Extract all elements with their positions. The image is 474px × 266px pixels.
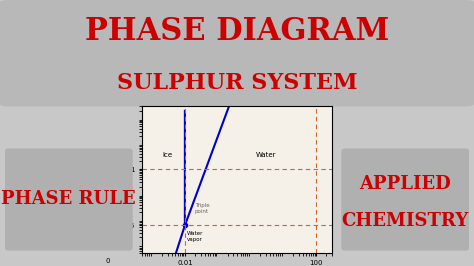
- Text: SULPHUR SYSTEM: SULPHUR SYSTEM: [117, 72, 357, 94]
- Text: 0: 0: [106, 259, 110, 264]
- FancyBboxPatch shape: [341, 148, 469, 251]
- Text: Water: Water: [256, 152, 276, 158]
- Text: PHASE RULE: PHASE RULE: [1, 190, 136, 209]
- FancyBboxPatch shape: [0, 0, 474, 106]
- Text: CHEMISTRY: CHEMISTRY: [342, 212, 469, 230]
- Text: APPLIED: APPLIED: [359, 174, 451, 193]
- Text: Triple
point: Triple point: [195, 203, 210, 214]
- Text: PHASE DIAGRAM: PHASE DIAGRAM: [85, 16, 389, 47]
- Text: Ice: Ice: [163, 152, 173, 158]
- Text: Water
vapor: Water vapor: [187, 231, 203, 242]
- FancyBboxPatch shape: [5, 148, 133, 251]
- Y-axis label: Pressure (atm): Pressure (atm): [102, 154, 109, 205]
